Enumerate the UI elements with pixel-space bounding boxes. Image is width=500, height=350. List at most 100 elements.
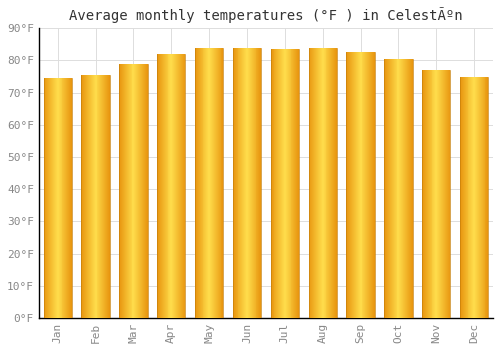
Bar xyxy=(244,48,245,318)
Bar xyxy=(104,75,105,318)
Bar xyxy=(215,48,216,318)
Bar xyxy=(404,59,405,318)
Bar xyxy=(308,48,310,318)
Bar xyxy=(388,59,389,318)
Bar xyxy=(108,75,109,318)
Bar xyxy=(197,48,198,318)
Bar xyxy=(466,77,468,318)
Bar xyxy=(427,70,428,318)
Bar xyxy=(60,78,62,318)
Bar xyxy=(208,48,209,318)
Bar xyxy=(128,64,130,318)
Bar xyxy=(385,59,386,318)
Bar xyxy=(216,48,218,318)
Bar xyxy=(443,70,444,318)
Bar xyxy=(50,78,51,318)
Bar xyxy=(283,49,284,318)
Bar xyxy=(270,49,272,318)
Bar xyxy=(479,77,480,318)
Bar xyxy=(206,48,208,318)
Bar xyxy=(240,48,242,318)
Bar xyxy=(168,54,170,318)
Bar xyxy=(384,59,385,318)
Bar xyxy=(408,59,409,318)
Bar xyxy=(44,78,46,318)
Bar xyxy=(356,52,357,318)
Bar xyxy=(212,48,213,318)
Bar xyxy=(52,78,53,318)
Bar xyxy=(478,77,479,318)
Bar xyxy=(297,49,298,318)
Bar xyxy=(180,54,181,318)
Bar xyxy=(346,52,348,318)
Bar xyxy=(90,75,91,318)
Bar xyxy=(162,54,163,318)
Bar xyxy=(166,54,168,318)
Bar xyxy=(87,75,88,318)
Bar xyxy=(394,59,396,318)
Bar xyxy=(464,77,466,318)
Bar xyxy=(250,48,251,318)
Bar xyxy=(372,52,373,318)
Bar xyxy=(82,75,84,318)
Bar xyxy=(102,75,103,318)
Bar xyxy=(441,70,442,318)
Bar xyxy=(437,70,438,318)
Bar xyxy=(196,48,197,318)
Bar xyxy=(132,64,134,318)
Bar xyxy=(248,48,249,318)
Bar xyxy=(49,78,50,318)
Bar xyxy=(366,52,367,318)
Bar xyxy=(446,70,448,318)
Bar xyxy=(182,54,184,318)
Bar xyxy=(202,48,203,318)
Bar xyxy=(123,64,124,318)
Bar xyxy=(405,59,406,318)
Bar xyxy=(254,48,256,318)
Bar xyxy=(445,70,446,318)
Bar xyxy=(486,77,488,318)
Bar xyxy=(402,59,403,318)
Bar xyxy=(279,49,280,318)
Bar xyxy=(473,77,474,318)
Bar xyxy=(369,52,370,318)
Bar xyxy=(406,59,407,318)
Bar xyxy=(370,52,371,318)
Bar xyxy=(462,77,463,318)
Bar xyxy=(84,75,85,318)
Bar xyxy=(246,48,247,318)
Title: Average monthly temperatures (°F ) in CelestÃºn: Average monthly temperatures (°F ) in Ce… xyxy=(69,7,462,23)
Bar xyxy=(355,52,356,318)
Bar xyxy=(159,54,160,318)
Bar xyxy=(175,54,176,318)
Bar xyxy=(332,48,333,318)
Bar xyxy=(315,48,316,318)
Bar xyxy=(71,78,72,318)
Bar xyxy=(280,49,281,318)
Bar xyxy=(472,77,473,318)
Bar xyxy=(120,64,121,318)
Bar xyxy=(57,78,58,318)
Bar xyxy=(125,64,126,318)
Bar xyxy=(247,48,248,318)
Bar xyxy=(272,49,274,318)
Bar xyxy=(400,59,402,318)
Bar xyxy=(139,64,140,318)
Bar xyxy=(320,48,321,318)
Bar xyxy=(173,54,174,318)
Bar xyxy=(54,78,55,318)
Bar xyxy=(362,52,364,318)
Bar xyxy=(274,49,276,318)
Bar xyxy=(336,48,337,318)
Bar xyxy=(330,48,331,318)
Bar xyxy=(387,59,388,318)
Bar xyxy=(439,70,440,318)
Bar xyxy=(278,49,279,318)
Bar xyxy=(136,64,137,318)
Bar xyxy=(319,48,320,318)
Bar xyxy=(222,48,224,318)
Bar xyxy=(358,52,360,318)
Bar xyxy=(316,48,317,318)
Bar xyxy=(198,48,200,318)
Bar xyxy=(143,64,144,318)
